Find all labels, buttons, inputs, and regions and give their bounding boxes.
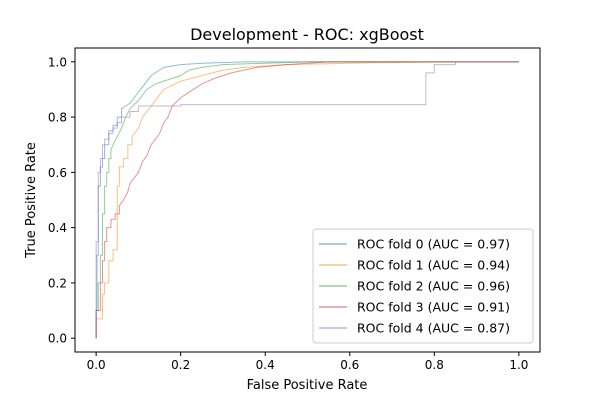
x-tick-label: 0.4 — [256, 358, 275, 372]
legend-entry: ROC fold 4 (AUC = 0.87) — [357, 321, 510, 336]
x-tick-label: 0.0 — [87, 358, 106, 372]
y-tick-label: 0.8 — [48, 111, 67, 125]
y-tick-label: 0.6 — [48, 166, 67, 180]
legend-entry: ROC fold 0 (AUC = 0.97) — [357, 237, 510, 252]
roc-curve-fold-2 — [95, 61, 519, 339]
y-tick-label: 0.4 — [48, 221, 67, 235]
x-tick-label: 0.8 — [425, 358, 444, 372]
axes-frame — [74, 47, 541, 353]
roc-curve-fold-4 — [95, 61, 519, 339]
x-axis: 0.0 0.2 0.4 0.6 0.8 1.0 — [87, 352, 528, 372]
y-axis: 0.0 0.2 0.4 0.6 0.8 1.0 — [48, 55, 75, 346]
x-axis-label: False Positive Rate — [247, 378, 368, 393]
chart-title: Development - ROC: xgBoost — [190, 25, 424, 44]
legend-entry: ROC fold 1 (AUC = 0.94) — [357, 258, 510, 273]
legend-entry: ROC fold 2 (AUC = 0.96) — [357, 279, 510, 294]
y-tick-label: 1.0 — [48, 55, 67, 69]
roc-curve-fold-3 — [95, 61, 519, 339]
x-tick-label: 0.6 — [340, 358, 359, 372]
x-tick-label: 0.2 — [171, 358, 190, 372]
legend-entry: ROC fold 3 (AUC = 0.91) — [357, 300, 510, 315]
y-tick-label: 0.2 — [48, 276, 67, 290]
y-axis-label: True Positive Rate — [24, 142, 39, 259]
roc-curve-fold-1 — [95, 61, 519, 339]
y-tick-label: 0.0 — [48, 332, 67, 346]
legend: ROC fold 0 (AUC = 0.97) ROC fold 1 (AUC =… — [312, 228, 534, 344]
series-layer — [95, 61, 519, 339]
roc-curve-fold-0 — [95, 61, 519, 339]
x-tick-label: 1.0 — [509, 358, 528, 372]
legend-box — [312, 228, 534, 344]
